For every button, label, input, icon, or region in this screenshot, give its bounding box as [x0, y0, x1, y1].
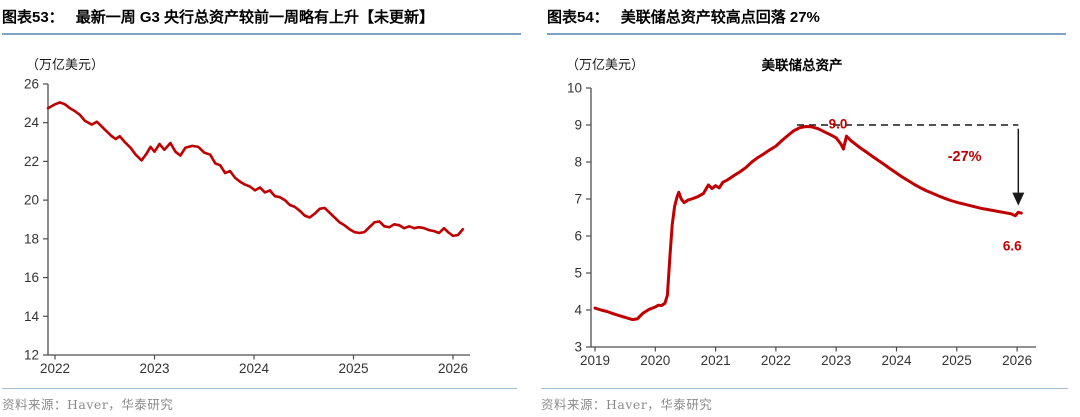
drop-percent-label: -27% [948, 149, 982, 165]
y-tick-label: 4 [574, 303, 582, 318]
x-tick-label: 2022 [761, 353, 791, 368]
figure-54-source: 资料来源：Haver，华泰研究 [541, 388, 1068, 413]
y-tick-label: 14 [24, 309, 40, 324]
x-tick-label: 2024 [881, 353, 912, 368]
y-tick-label: 5 [574, 266, 582, 281]
x-tick-label: 2020 [640, 353, 670, 368]
y-tick-label: 18 [24, 231, 39, 246]
y-tick-label: 20 [24, 193, 39, 208]
fed-series-title: 美联储总资产 [761, 58, 843, 73]
g3-chart-unit-label: （万亿美元） [26, 57, 105, 72]
x-tick-label: 2021 [701, 353, 731, 368]
figure-53-source: 资料来源：Haver，华泰研究 [2, 388, 517, 413]
x-tick-label: 2026 [1002, 353, 1032, 368]
x-tick-label: 2023 [821, 353, 851, 368]
x-tick-label: 2025 [942, 353, 972, 368]
series-line-美联储总资产 [593, 125, 1023, 322]
figure-54-header: 图表54： 美联储总资产较高点回落 27% [547, 8, 1066, 35]
x-tick-label: 2019 [580, 353, 610, 368]
y-tick-label: 12 [24, 348, 39, 363]
drop-arrow-head [1012, 192, 1025, 206]
x-tick-label: 2023 [139, 361, 169, 376]
x-tick-label: 2026 [438, 361, 468, 376]
x-tick-label: 2022 [40, 361, 70, 376]
figure-53-title: 最新一周 G3 央行总资产较前一周略有上升【未更新】 [75, 9, 435, 26]
peak-value-label: 9.0 [829, 117, 848, 132]
end-value-label: 6.6 [1003, 239, 1022, 254]
fed-total-assets-chart: 3 4 5 6 7 8 9 10 2019 2020 2021 2022 2023 2024 2025 202… [567, 81, 1036, 368]
y-tick-label: 3 [574, 340, 582, 355]
series-line-G3央行总资产 [46, 101, 465, 238]
y-tick-label: 6 [574, 229, 582, 244]
figure-53-header: 图表53： 最新一周 G3 央行总资产较前一周略有上升【未更新】 [2, 8, 521, 35]
y-tick-label: 26 [24, 76, 39, 91]
x-tick-label: 2024 [239, 361, 270, 376]
y-tick-label: 10 [567, 81, 582, 96]
fed-chart-unit-label: （万亿美元） [566, 57, 645, 72]
y-tick-label: 16 [24, 270, 39, 285]
figure-54-title: 美联储总资产较高点回落 27% [620, 9, 820, 26]
y-tick-label: 7 [574, 192, 582, 207]
y-tick-label: 9 [574, 118, 582, 133]
y-tick-label: 8 [574, 155, 582, 170]
figure-53-number: 图表53： [2, 9, 64, 26]
figure-54-number: 图表54： [547, 9, 609, 26]
y-tick-label: 24 [24, 115, 40, 130]
y-tick-label: 22 [24, 154, 39, 169]
x-tick-label: 2025 [338, 361, 368, 376]
